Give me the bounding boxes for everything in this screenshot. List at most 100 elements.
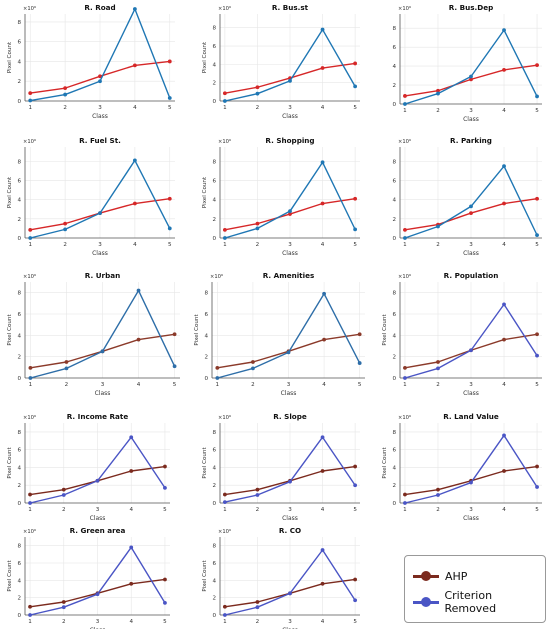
x-axis-label: Class [463, 515, 479, 522]
y-tick-label: 2 [212, 81, 216, 87]
data-point-series-1 [322, 337, 326, 342]
data-point-series-2 [167, 96, 172, 100]
y-tick-label: 4 [204, 333, 208, 339]
data-point-series-2 [132, 158, 137, 163]
x-tick-label: 3 [288, 105, 292, 111]
x-tick-label: 4 [321, 105, 325, 111]
data-point-series-2 [61, 605, 66, 610]
data-point-series-2 [95, 592, 100, 597]
data-point-series-2 [288, 591, 292, 596]
x-tick-label: 1 [403, 382, 407, 388]
y-tick-label: 8 [17, 291, 21, 297]
x-axis-label: Class [92, 113, 108, 120]
y-tick-label: 4 [392, 465, 396, 471]
y-tick-label: 8 [392, 291, 396, 297]
data-point-series-1 [403, 227, 407, 232]
x-axis-label: Class [92, 250, 108, 257]
x-tick-label: 2 [251, 382, 255, 388]
y-tick-label: 2 [17, 355, 21, 361]
y-tick-label: 4 [17, 198, 21, 204]
y-tick-label: 4 [212, 62, 216, 68]
data-point-series-2 [98, 211, 102, 215]
data-point-series-2 [436, 224, 440, 229]
x-tick-label: 3 [98, 105, 102, 111]
legend-label-criterion-removed: Criterion Removed [444, 589, 497, 615]
data-point-series-2 [129, 545, 134, 550]
data-point-series-2 [502, 302, 506, 307]
data-point-series-1 [255, 487, 260, 492]
x-tick-label: 4 [129, 507, 133, 513]
x-tick-label: 4 [137, 382, 141, 388]
y-tick-label: 0 [392, 501, 396, 507]
chart-title-2: R. Bus.st [272, 3, 309, 12]
x-tick-label: 2 [256, 507, 260, 513]
y-tick-label: 6 [212, 561, 216, 567]
y-tick-label: 2 [392, 483, 396, 489]
data-point-series-2 [469, 480, 473, 485]
x-tick-label: 3 [96, 507, 100, 513]
data-point-series-2 [535, 94, 539, 99]
x-tick-label: 2 [436, 108, 440, 114]
data-point-series-2 [353, 483, 358, 488]
y-tick-label: 6 [392, 312, 396, 318]
y-tick-label: 2 [212, 596, 216, 602]
x-tick-label: 2 [256, 105, 260, 111]
data-point-series-1 [403, 94, 407, 98]
x-tick-label: 1 [403, 242, 407, 248]
x-axis-label: Class [282, 515, 298, 522]
y-tick-label: 6 [392, 448, 396, 454]
legend-label-ahp: AHP [445, 569, 468, 583]
data-point-series-1 [215, 365, 220, 370]
data-point-series-1 [255, 600, 260, 604]
x-tick-label: 1 [223, 619, 227, 625]
y-tick-label: 6 [204, 312, 208, 318]
y-tick-label: 0 [212, 613, 216, 619]
x-tick-label: 4 [502, 507, 506, 513]
x-tick-label: 2 [63, 105, 67, 111]
x-axis-label: Class [463, 250, 479, 257]
y-tick-label: 4 [392, 198, 396, 204]
data-point-series-1 [255, 85, 260, 90]
data-point-series-2 [136, 288, 141, 293]
data-point-series-1 [255, 221, 260, 226]
data-point-series-2 [215, 376, 220, 380]
y-tick-label: 2 [212, 217, 216, 223]
legend: AHP Criterion Removed [404, 555, 546, 623]
axis-multiplier: ×10⁶ [23, 415, 36, 421]
x-tick-label: 1 [223, 242, 227, 248]
y-tick-label: 0 [17, 376, 21, 382]
data-point-series-2 [288, 209, 292, 214]
chart-title-8: R. Amenities [263, 271, 314, 280]
data-point-series-2 [357, 361, 362, 365]
chart-title-9: R. Population [444, 271, 499, 280]
data-point-series-1 [172, 332, 177, 337]
y-tick-label: 2 [392, 217, 396, 223]
data-point-series-1 [320, 66, 325, 70]
y-tick-label: 6 [17, 448, 21, 454]
data-point-series-2 [28, 376, 33, 380]
x-tick-label: 5 [535, 507, 539, 513]
x-tick-label: 5 [353, 619, 357, 625]
data-point-series-2 [129, 435, 134, 440]
x-axis-label: Class [90, 627, 106, 629]
data-point-series-2 [28, 613, 32, 617]
data-point-series-1 [535, 63, 539, 68]
x-tick-label: 2 [62, 507, 66, 513]
data-point-series-1 [132, 201, 137, 206]
data-point-series-1 [320, 201, 325, 206]
y-axis-label: Pixel Count [382, 447, 388, 479]
x-tick-label: 2 [256, 619, 260, 625]
x-tick-label: 1 [28, 105, 32, 111]
data-point-series-2 [403, 102, 407, 106]
y-tick-label: 8 [212, 159, 216, 165]
data-point-series-2 [436, 91, 440, 96]
x-tick-label: 4 [502, 108, 506, 114]
x-axis-label: Class [90, 515, 106, 522]
chart-title-1: R. Road [84, 3, 115, 12]
y-axis-label: Pixel Count [7, 176, 13, 208]
legend-swatch-criterion-removed [413, 592, 439, 612]
data-point-series-2 [403, 376, 407, 380]
data-point-series-2 [98, 79, 102, 84]
data-point-series-2 [288, 78, 292, 83]
data-point-series-1 [28, 365, 33, 370]
